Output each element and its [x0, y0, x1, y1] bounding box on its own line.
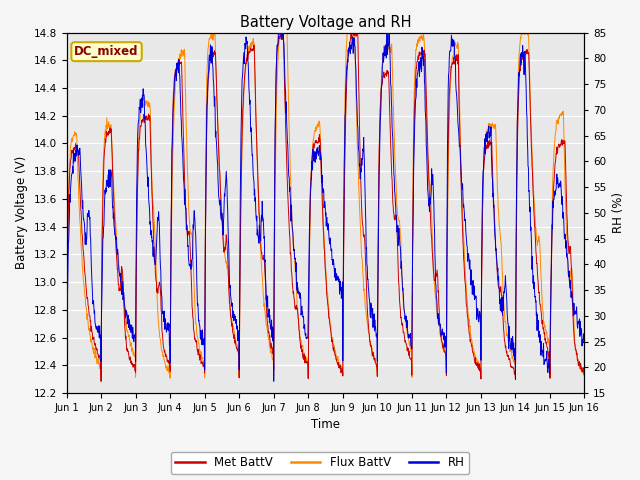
Y-axis label: RH (%): RH (%): [612, 192, 625, 233]
Legend: Met BattV, Flux BattV, RH: Met BattV, Flux BattV, RH: [171, 452, 469, 474]
Y-axis label: Battery Voltage (V): Battery Voltage (V): [15, 156, 28, 269]
X-axis label: Time: Time: [311, 419, 340, 432]
Text: DC_mixed: DC_mixed: [74, 45, 139, 58]
Title: Battery Voltage and RH: Battery Voltage and RH: [239, 15, 411, 30]
